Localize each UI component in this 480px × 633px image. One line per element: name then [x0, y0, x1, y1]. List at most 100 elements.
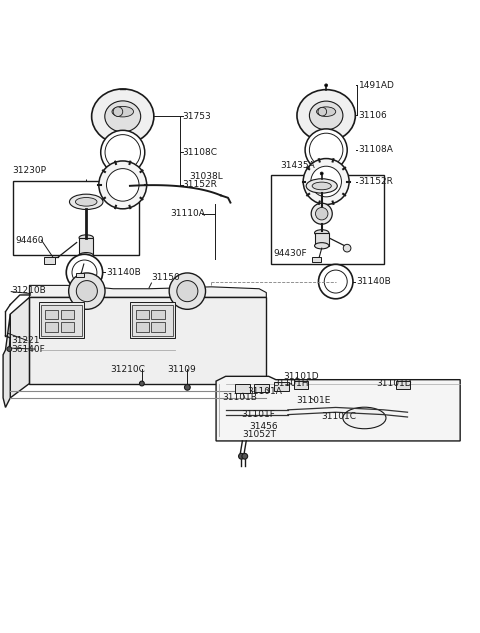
Text: 31152R: 31152R [359, 177, 394, 186]
Circle shape [315, 208, 328, 220]
Bar [235, 384, 250, 393]
Circle shape [76, 280, 97, 302]
Text: 94430F: 94430F [274, 249, 307, 258]
Circle shape [324, 270, 347, 293]
Circle shape [343, 244, 351, 252]
Bar [12, 181, 140, 255]
Bar [152, 322, 165, 332]
Text: 36140F: 36140F [11, 344, 45, 354]
Bar [45, 322, 58, 332]
Ellipse shape [70, 194, 103, 210]
Circle shape [140, 381, 144, 386]
Text: 31108C: 31108C [182, 148, 217, 157]
Text: 31110A: 31110A [170, 209, 205, 218]
Circle shape [318, 108, 326, 116]
Bar [136, 310, 149, 320]
Bar [396, 380, 410, 389]
Circle shape [107, 168, 139, 201]
Ellipse shape [314, 230, 329, 236]
Text: 31210B: 31210B [11, 285, 46, 295]
Bar [132, 304, 173, 335]
Circle shape [113, 107, 123, 116]
Circle shape [66, 254, 103, 291]
Ellipse shape [310, 101, 343, 130]
Bar [130, 302, 175, 338]
Circle shape [303, 158, 349, 204]
Bar [41, 304, 82, 335]
Ellipse shape [343, 407, 386, 429]
Text: 31101D: 31101D [376, 379, 412, 388]
Text: 31140B: 31140B [106, 268, 141, 277]
Text: 31140B: 31140B [356, 277, 391, 286]
Bar [254, 384, 269, 392]
Text: 31101D: 31101D [283, 372, 319, 381]
Bar [76, 273, 84, 277]
Circle shape [105, 135, 141, 170]
Polygon shape [29, 285, 266, 298]
Text: 31108A: 31108A [359, 146, 394, 154]
Text: 94460: 94460 [15, 235, 44, 244]
Ellipse shape [79, 235, 94, 241]
Ellipse shape [105, 101, 141, 132]
Text: 31101H: 31101H [274, 379, 309, 388]
Ellipse shape [297, 90, 355, 141]
Circle shape [305, 129, 347, 171]
Circle shape [177, 280, 198, 302]
Text: 31210C: 31210C [111, 365, 145, 373]
Circle shape [7, 347, 12, 351]
Bar [271, 175, 384, 264]
Polygon shape [29, 298, 266, 384]
Text: 31038L: 31038L [190, 172, 224, 181]
Bar [136, 322, 149, 332]
Circle shape [99, 161, 147, 209]
Circle shape [311, 203, 332, 224]
Circle shape [239, 453, 244, 459]
Bar [294, 380, 308, 389]
Bar [60, 310, 74, 320]
Ellipse shape [112, 106, 133, 117]
Polygon shape [216, 377, 460, 441]
Bar [79, 238, 94, 256]
Text: 31152R: 31152R [182, 180, 217, 189]
Bar [152, 310, 165, 320]
Polygon shape [10, 298, 29, 398]
Text: 31101C: 31101C [322, 411, 356, 420]
Text: 31435A: 31435A [281, 161, 315, 170]
Text: 31456: 31456 [250, 422, 278, 431]
Text: 1491AD: 1491AD [359, 81, 395, 90]
Bar [45, 310, 58, 320]
Text: 31230P: 31230P [12, 166, 47, 175]
Bar [44, 257, 55, 264]
Text: 31101F: 31101F [241, 410, 275, 418]
Circle shape [184, 384, 190, 390]
Bar [275, 382, 289, 391]
Ellipse shape [312, 182, 331, 190]
Ellipse shape [80, 260, 92, 264]
Ellipse shape [79, 253, 94, 258]
Circle shape [319, 265, 353, 299]
Polygon shape [3, 314, 10, 408]
Ellipse shape [314, 242, 329, 249]
Text: 31106: 31106 [359, 111, 387, 120]
Bar [39, 302, 84, 338]
Circle shape [324, 84, 327, 87]
Circle shape [320, 172, 323, 175]
Circle shape [69, 273, 105, 310]
Circle shape [72, 260, 97, 285]
Text: 31221: 31221 [11, 336, 40, 345]
Circle shape [169, 273, 205, 310]
Text: 31101E: 31101E [296, 396, 330, 404]
Ellipse shape [92, 89, 154, 144]
Ellipse shape [75, 197, 97, 206]
Text: 31753: 31753 [182, 112, 211, 121]
Ellipse shape [306, 179, 337, 193]
Circle shape [310, 133, 343, 166]
Bar [312, 257, 321, 261]
Bar [314, 233, 329, 246]
Circle shape [311, 166, 341, 197]
Bar [60, 322, 74, 332]
Text: 31150: 31150 [152, 273, 180, 282]
Ellipse shape [317, 107, 336, 116]
Circle shape [101, 130, 145, 174]
Circle shape [242, 453, 248, 459]
